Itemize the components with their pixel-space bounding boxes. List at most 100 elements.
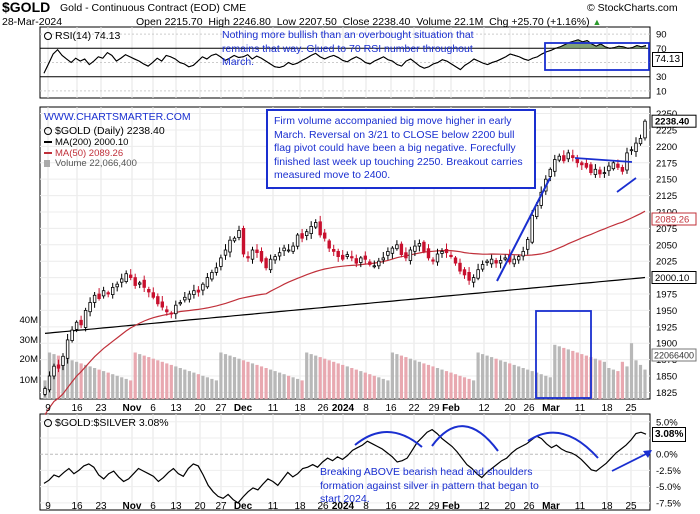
price-tick-label: 2125 (656, 191, 677, 202)
volume-bar (246, 361, 250, 399)
volume-bar (449, 372, 453, 399)
candle-body (192, 290, 196, 296)
volume-bar (111, 374, 115, 399)
candle-body (286, 249, 291, 252)
x-axis-tick-label-bottom: 9 (45, 501, 51, 512)
x-axis-tick-label-bottom: 27 (215, 501, 227, 512)
candle-body (124, 273, 128, 283)
header-name-text: Gold - Continuous Contract (EOD) (60, 2, 220, 14)
hs-left-shoulder-arc (354, 431, 423, 448)
candle-body (584, 162, 589, 168)
x-axis-tick-label-bottom: 20 (504, 501, 516, 512)
candle-body (237, 229, 241, 238)
volume-bar (228, 355, 232, 399)
x-axis-tick-label: 29 (428, 403, 440, 414)
candle-body (620, 166, 625, 172)
volume-bar (472, 380, 476, 399)
candle-body (512, 258, 516, 265)
candle-body (562, 155, 566, 162)
candle-body (399, 243, 404, 256)
volume-bar (210, 378, 214, 400)
x-axis-tick-label-bottom: 13 (170, 501, 182, 512)
volume-bar (115, 375, 119, 400)
volume-bar (399, 355, 403, 399)
volume-bar (494, 358, 498, 399)
x-axis-tick-label: 8 (363, 403, 369, 414)
price-annotation: Firm volume accompanied big move higher … (266, 109, 536, 189)
candle-body (210, 271, 214, 280)
candle-body (259, 250, 264, 262)
volume-bar (278, 372, 282, 399)
volume-bar (440, 369, 444, 399)
candle-body (187, 293, 192, 300)
candle-body (331, 248, 336, 252)
candle-body (575, 158, 579, 164)
x-axis-tick-label-bottom: 20 (194, 501, 206, 512)
x-axis-tick-label: 25 (625, 403, 637, 414)
candle-body (52, 365, 56, 377)
volume-highlight-box (535, 310, 592, 399)
candle-body (494, 260, 498, 264)
volume-bar (223, 354, 228, 400)
volume-bar (255, 364, 259, 399)
volume-bar (395, 354, 399, 400)
candle-body (345, 254, 349, 258)
candle-body (336, 250, 340, 257)
price-tick-label: 1925 (656, 322, 677, 333)
volume-bar (386, 380, 390, 399)
candle-body (56, 364, 61, 369)
candle-body (295, 234, 300, 247)
legend-ma50: MA(50) 2089.26 (44, 148, 137, 160)
volume-bar (620, 361, 624, 399)
candle-body (142, 279, 146, 288)
x-axis-tick-label-bottom: 18 (601, 501, 613, 512)
candle-body (228, 239, 232, 253)
legend-ma200: MA(200) 2000.10 (44, 137, 137, 149)
price-tick-label: 1950 (656, 306, 677, 317)
volume-bar (97, 369, 101, 399)
volume-bar (638, 364, 643, 399)
volume-bar (165, 363, 169, 399)
volume-bar (602, 361, 606, 399)
candle-body (165, 309, 169, 313)
candle-body (255, 249, 259, 253)
candle-body (350, 256, 354, 259)
volume-bar (156, 360, 160, 400)
volume-bar (336, 363, 340, 399)
volume-bar (300, 380, 304, 399)
x-axis-tick-label-bottom: 18 (294, 501, 306, 512)
candle-body (318, 221, 322, 236)
hs-head-arc (431, 425, 499, 452)
candle-body (101, 290, 106, 297)
candle-body (97, 293, 101, 299)
price-tick-label: 2075 (656, 224, 677, 235)
volume-bar (350, 368, 354, 399)
candle-body (340, 254, 345, 260)
volume-bar (363, 372, 367, 399)
candle-body (169, 312, 173, 315)
candle-body (471, 277, 476, 283)
trend-line-up (496, 177, 551, 282)
x-axis-tick-label-bottom: 26 (523, 501, 535, 512)
website-label[interactable]: WWW.CHARTSMARTER.COM (44, 111, 191, 123)
volume-bar (314, 355, 318, 399)
legend-ma200-text: MA(200) 2000.10 (55, 137, 129, 148)
x-axis-tick-label-bottom: 16 (71, 501, 83, 512)
candle-body (264, 258, 268, 269)
legend-volume: Volume 22,066,400 (44, 158, 137, 170)
candle-body (589, 164, 593, 173)
candle-body (643, 120, 647, 139)
stockcharts-brand[interactable]: © StockCharts.com (587, 2, 678, 14)
volume-bar (598, 360, 602, 400)
volume-bar (517, 366, 521, 399)
x-axis-tick-label-bottom: 29 (428, 501, 440, 512)
candle-body (557, 155, 561, 161)
price-tick-label: 2050 (656, 240, 677, 251)
ratio-tick-label: 0.0% (656, 450, 678, 461)
volume-bar (106, 372, 110, 399)
price-tick-label: 2200 (656, 142, 677, 153)
candle-body (88, 302, 92, 313)
volume-bar (422, 363, 426, 399)
candle-body (377, 260, 381, 267)
candle-body (282, 247, 286, 252)
